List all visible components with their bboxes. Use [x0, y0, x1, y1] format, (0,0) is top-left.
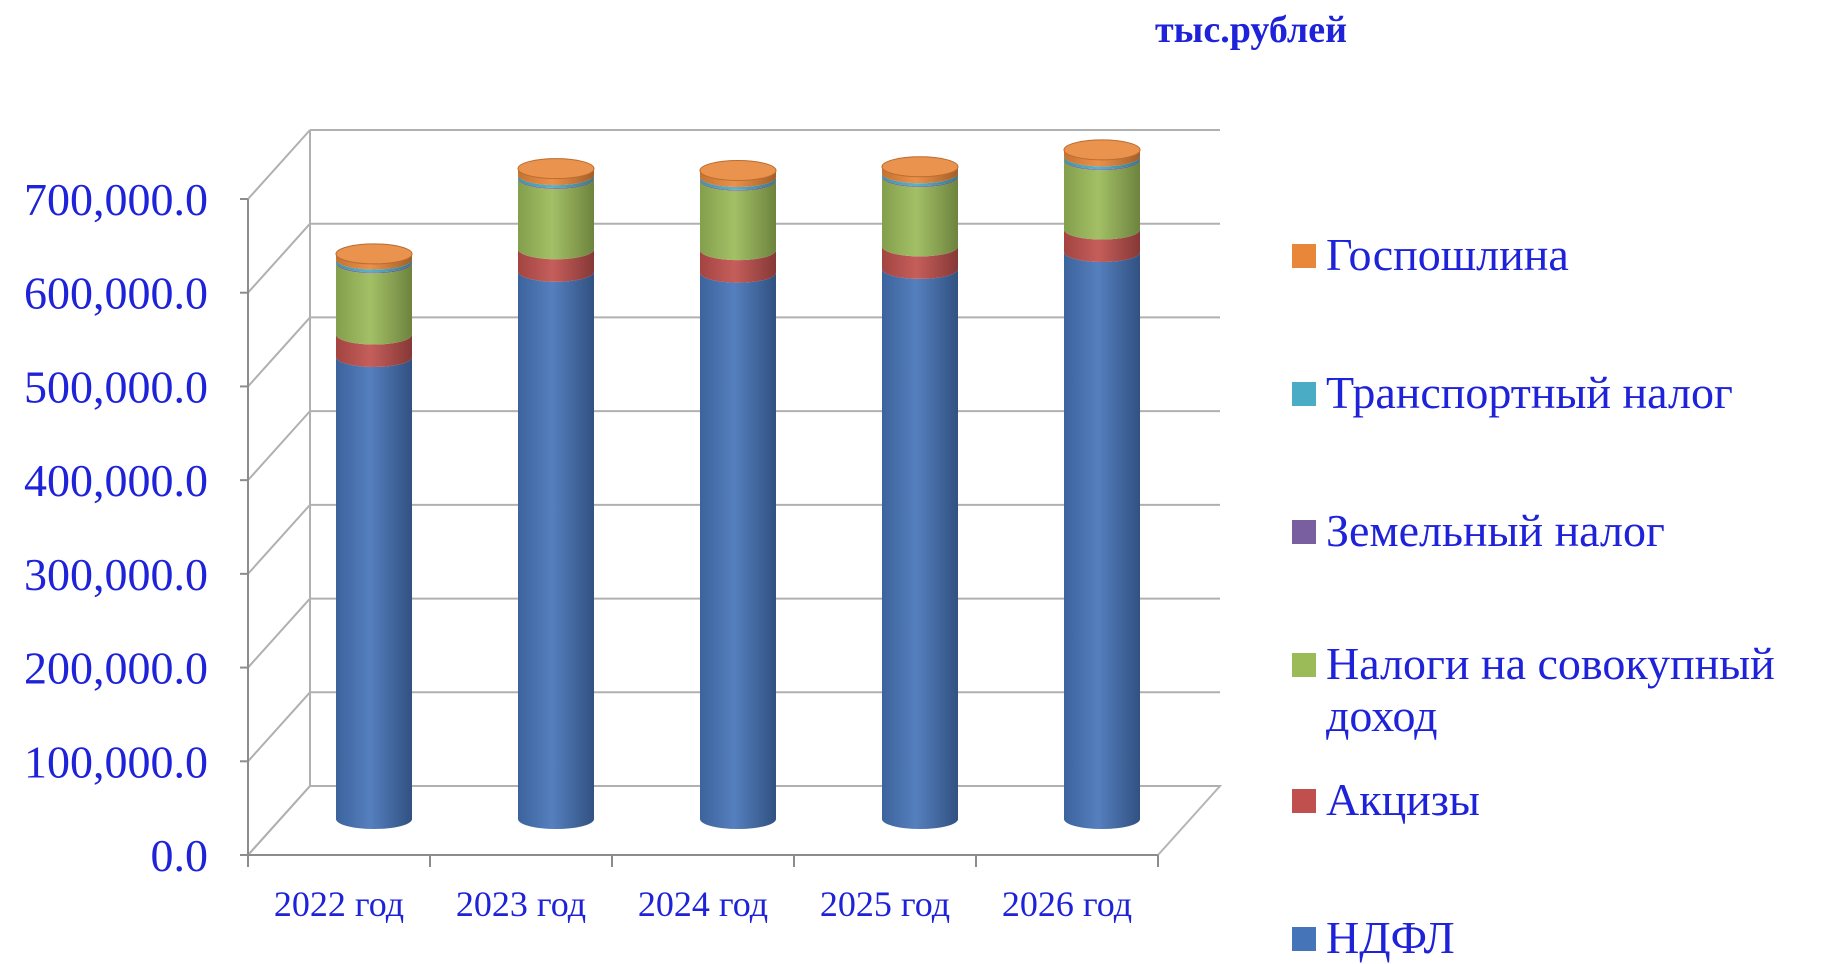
bar-stack	[335, 243, 413, 829]
gridline-side	[247, 410, 311, 481]
bar-segment	[518, 168, 594, 186]
bar-stack	[881, 156, 959, 829]
bar-segment	[700, 180, 776, 261]
x-tick-label: 2023 год	[456, 884, 586, 924]
bar-segment	[518, 178, 594, 260]
bar-segment	[700, 250, 776, 283]
legend-swatch	[1292, 789, 1316, 813]
bar-segment	[882, 173, 958, 187]
y-tick-label: 0.0	[151, 830, 209, 881]
bar-stack	[699, 159, 777, 829]
legend-label: Налоги на совокупный	[1326, 638, 1775, 689]
bar-segment	[882, 177, 958, 257]
legend-label: Транспортный налог	[1326, 367, 1733, 418]
bar-segment	[336, 356, 412, 829]
bar-top-cap	[699, 159, 777, 181]
x-tick-label: 2024 год	[638, 884, 768, 924]
y-tick-label: 100,000.0	[24, 736, 208, 787]
y-tick-label: 400,000.0	[24, 455, 208, 506]
bar-segment	[1064, 156, 1140, 170]
x-tick-label: 2025 год	[820, 884, 950, 924]
bar-top-cap	[335, 243, 413, 265]
bar-stack	[1063, 139, 1141, 829]
bar-segment	[1064, 252, 1140, 829]
legend-label: НДФЛ	[1326, 912, 1455, 963]
bar-segment	[1064, 229, 1140, 263]
legend-swatch	[1292, 927, 1316, 951]
unit-label: тыс.рублей	[1155, 9, 1347, 51]
legend-label-continued: доход	[1326, 690, 1438, 741]
x-tick-label: 2022 год	[274, 884, 404, 924]
bar-segment	[518, 271, 594, 829]
legend: Госпошлина Транспортный налог Земельный на…	[1292, 229, 1775, 963]
gridline-side	[247, 785, 311, 856]
bar-segment	[882, 268, 958, 829]
bar-segment	[700, 170, 776, 188]
bar-stack	[517, 158, 595, 829]
bar-top-cap	[517, 158, 595, 180]
legend-label: Земельный налог	[1326, 505, 1665, 556]
bar-segment	[700, 177, 776, 190]
legend-swatch	[1292, 653, 1316, 677]
bar-segment	[882, 246, 958, 279]
bar-segment	[336, 253, 412, 270]
x-tick-label: 2026 год	[1002, 884, 1132, 924]
legend-label: Госпошлина	[1326, 229, 1569, 280]
bar-top-cap	[881, 156, 959, 178]
bars-layer	[335, 139, 1141, 829]
bar-segment	[518, 175, 594, 188]
y-tick-label: 200,000.0	[24, 643, 208, 694]
bar-segment	[518, 249, 594, 282]
y-tick-label: 700,000.0	[24, 174, 208, 225]
gridline-side	[247, 691, 311, 762]
bar-segment	[336, 263, 412, 345]
legend-swatch	[1292, 520, 1316, 544]
y-tick-label: 500,000.0	[24, 361, 208, 412]
gridline-side	[247, 316, 311, 388]
gridline-side	[247, 597, 311, 669]
y-tick-label: 600,000.0	[24, 268, 208, 319]
bar-segment	[1064, 160, 1140, 240]
bar-segment	[1064, 149, 1140, 167]
legend-label: Акцизы	[1326, 774, 1480, 825]
bar-segment	[336, 334, 412, 367]
bar-segment	[882, 166, 958, 184]
y-tick-label: 300,000.0	[24, 549, 208, 600]
legend-swatch	[1292, 382, 1316, 406]
bar-segment	[336, 259, 412, 273]
axis-layer: 0.0 100,000.0 200,000.0 300,000.0 400,000.0 5…	[24, 174, 1159, 924]
gridline-side	[247, 129, 311, 200]
gridline-side	[247, 223, 311, 294]
gridline-side	[247, 504, 311, 575]
bar-segment	[700, 272, 776, 829]
bar-top-cap	[1063, 139, 1141, 161]
legend-swatch	[1292, 244, 1316, 268]
